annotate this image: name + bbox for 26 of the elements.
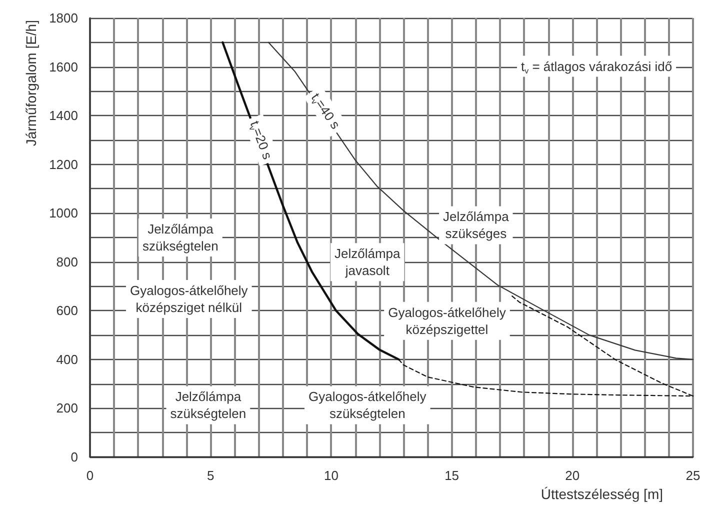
y-tick-label: 1800 bbox=[49, 10, 78, 26]
annotation: Jelzőlámpa szükségtelen bbox=[170, 389, 246, 422]
y-tick-label: 1600 bbox=[49, 59, 78, 74]
x-tick-label: 5 bbox=[206, 468, 214, 483]
y-tick-label: 1200 bbox=[49, 156, 78, 172]
y-axis-title: Járműforgalom [E/h] bbox=[23, 20, 39, 146]
y-tick-label: 1400 bbox=[49, 108, 78, 124]
x-axis-title: Úttestszélesség [m] bbox=[540, 486, 663, 502]
y-tick-label: 200 bbox=[56, 400, 78, 416]
annotation: Gyalogos-átkelőhely szükségtelen bbox=[308, 389, 427, 422]
x-tick-label: 20 bbox=[565, 468, 580, 483]
x-tick-label: 10 bbox=[324, 468, 338, 483]
annotation: Jelzőlámpa javasolt bbox=[334, 246, 402, 278]
y-tick-label: 800 bbox=[56, 254, 78, 270]
x-tick-label: 15 bbox=[444, 468, 460, 483]
x-tick-label: 0 bbox=[86, 468, 94, 483]
annotation: Gyalogos-átkelőhely középsziget nélkül bbox=[130, 282, 248, 315]
annotation: Jelzőlámpa szükségtelen bbox=[142, 222, 218, 254]
annotation: tv=20 s bbox=[247, 118, 276, 162]
y-tick-label: 0 bbox=[70, 450, 78, 464]
annotation: Gyalogos-átkelőhely középszigettel bbox=[388, 304, 506, 337]
y-tick-label: 1000 bbox=[49, 206, 78, 221]
annotation: Jelzőlámpa szükséges bbox=[443, 209, 510, 242]
y-tick-label: 600 bbox=[56, 303, 78, 318]
x-tick-label: 25 bbox=[686, 468, 700, 483]
y-tick-label: 400 bbox=[56, 352, 78, 367]
